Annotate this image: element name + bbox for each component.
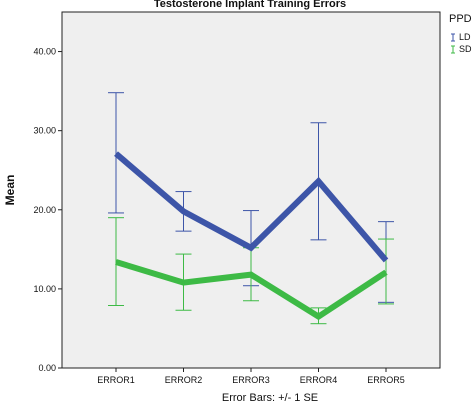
footnote: Error Bars: +/- 1 SE <box>222 392 318 402</box>
data-point-sd <box>182 281 185 284</box>
data-point-ld <box>115 152 118 155</box>
x-tick-label: ERROR5 <box>367 375 405 385</box>
data-point-ld <box>385 259 388 262</box>
legend: PPD LD SD <box>449 13 472 54</box>
y-axis-label: Mean <box>3 175 17 206</box>
legend-label: LD <box>459 32 471 42</box>
plot-area <box>61 11 441 369</box>
series-line-ld <box>114 151 389 263</box>
data-point-sd <box>385 271 388 274</box>
data-point-ld <box>317 180 320 183</box>
data-point-sd <box>250 273 253 276</box>
y-tick-label: 40.00 <box>33 47 56 57</box>
y-tick-label: 30.00 <box>33 126 56 136</box>
data-point-ld <box>250 246 253 249</box>
data-point-sd <box>317 315 320 318</box>
x-tick-label: ERROR1 <box>97 375 135 385</box>
x-tick-label: ERROR3 <box>232 375 270 385</box>
legend-title: PPD <box>449 13 472 25</box>
legend-label: SD <box>459 44 472 54</box>
data-point-ld <box>182 210 185 213</box>
data-point-sd <box>115 260 118 263</box>
y-tick-label: 0.00 <box>38 363 56 373</box>
y-tick-label: 10.00 <box>33 284 56 294</box>
series-layer <box>108 92 394 325</box>
series-line-sd <box>115 259 388 321</box>
y-tick-label: 20.00 <box>33 205 56 215</box>
x-tick-label: ERROR2 <box>165 375 203 385</box>
chart-title: Testosterone Implant Training Errors <box>154 0 346 10</box>
x-axis: ERROR1 ERROR2 ERROR3 ERROR4 ERROR5 <box>97 368 405 385</box>
x-tick-label: ERROR4 <box>300 375 338 385</box>
y-axis: 0.00 10.00 20.00 30.00 40.00 <box>33 47 62 373</box>
